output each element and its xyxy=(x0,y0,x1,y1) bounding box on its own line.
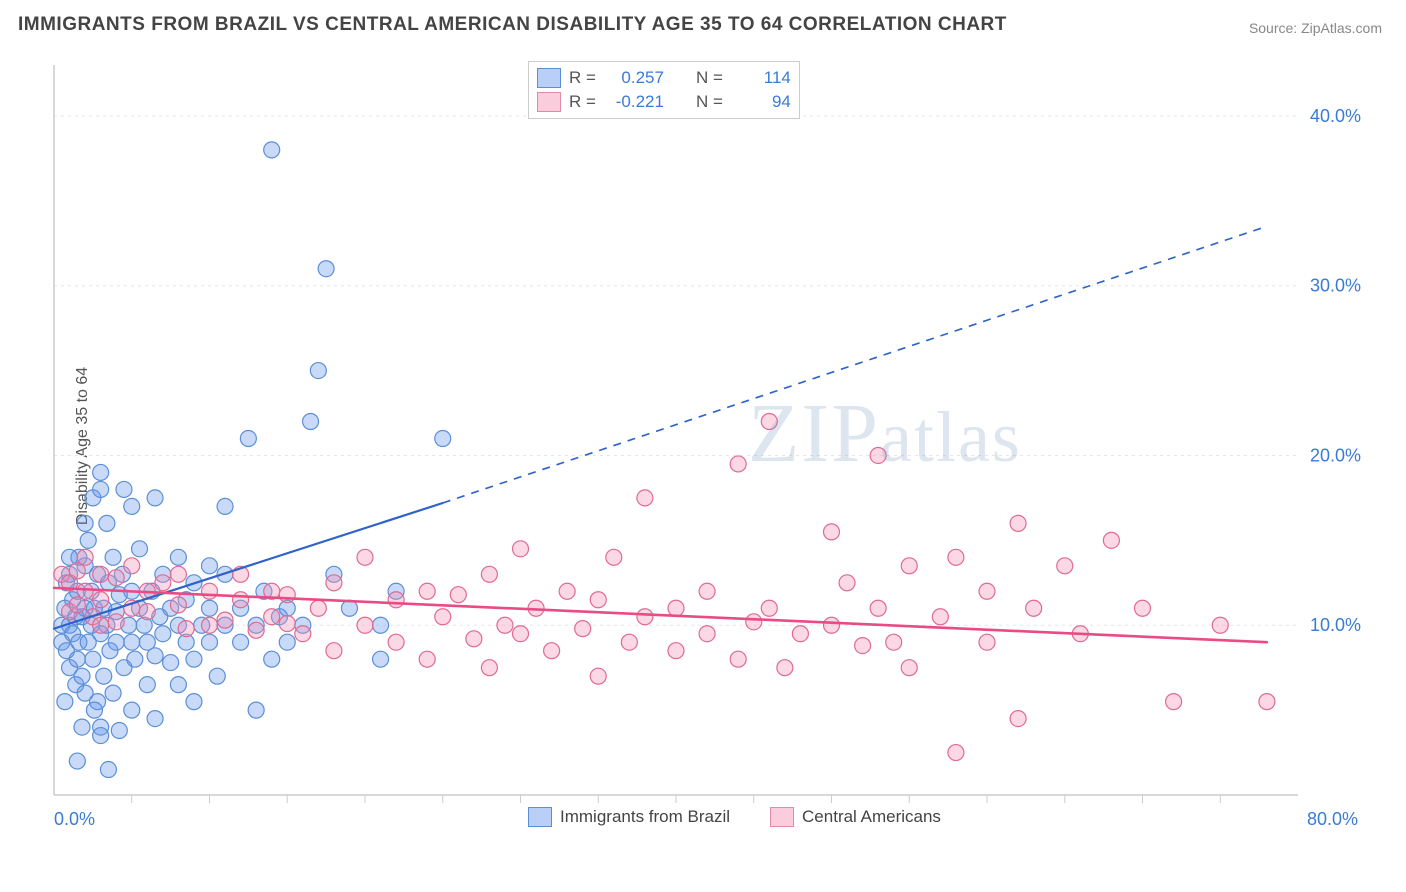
swatch-pink xyxy=(537,92,561,112)
svg-text:80.0%: 80.0% xyxy=(1307,809,1358,829)
svg-text:20.0%: 20.0% xyxy=(1310,445,1361,465)
svg-text:40.0%: 40.0% xyxy=(1310,106,1361,126)
chart-container: IMMIGRANTS FROM BRAZIL VS CENTRAL AMERIC… xyxy=(0,0,1406,892)
swatch-blue xyxy=(528,807,552,827)
svg-text:30.0%: 30.0% xyxy=(1310,276,1361,296)
swatch-blue xyxy=(537,68,561,88)
stat-n-value: 94 xyxy=(731,92,791,112)
series-name: Immigrants from Brazil xyxy=(560,807,730,827)
legend-stats-box: R = 0.257 N = 114 R = -0.221 N = 94 xyxy=(528,61,800,119)
legend-stats-row: R = -0.221 N = 94 xyxy=(537,90,791,114)
series-legend-item: Central Americans xyxy=(770,807,941,827)
stat-n-value: 114 xyxy=(731,68,791,88)
legend-stats-row: R = 0.257 N = 114 xyxy=(537,66,791,90)
series-legend: Immigrants from Brazil Central Americans xyxy=(528,807,941,827)
svg-text:0.0%: 0.0% xyxy=(54,809,95,829)
stat-r-label: R = xyxy=(569,68,596,88)
series-legend-item: Immigrants from Brazil xyxy=(528,807,730,827)
swatch-pink xyxy=(770,807,794,827)
source-value: ZipAtlas.com xyxy=(1301,20,1382,36)
chart-svg: 10.0% 20.0% 30.0% 40.0% 0.0% 80.0% xyxy=(48,55,1368,835)
stat-n-label: N = xyxy=(696,68,723,88)
source-label: Source: xyxy=(1249,20,1297,36)
svg-text:10.0%: 10.0% xyxy=(1310,615,1361,635)
stat-n-label: N = xyxy=(696,92,723,112)
plot-area: 10.0%20.0%30.0%40.0%0.0%80.0% ZIPatlas R… xyxy=(48,55,1368,835)
chart-title: IMMIGRANTS FROM BRAZIL VS CENTRAL AMERIC… xyxy=(18,14,1007,36)
series-name: Central Americans xyxy=(802,807,941,827)
stat-r-value: 0.257 xyxy=(604,68,664,88)
stat-r-label: R = xyxy=(569,92,596,112)
source-attribution: Source: ZipAtlas.com xyxy=(1249,20,1382,36)
stat-r-value: -0.221 xyxy=(604,92,664,112)
